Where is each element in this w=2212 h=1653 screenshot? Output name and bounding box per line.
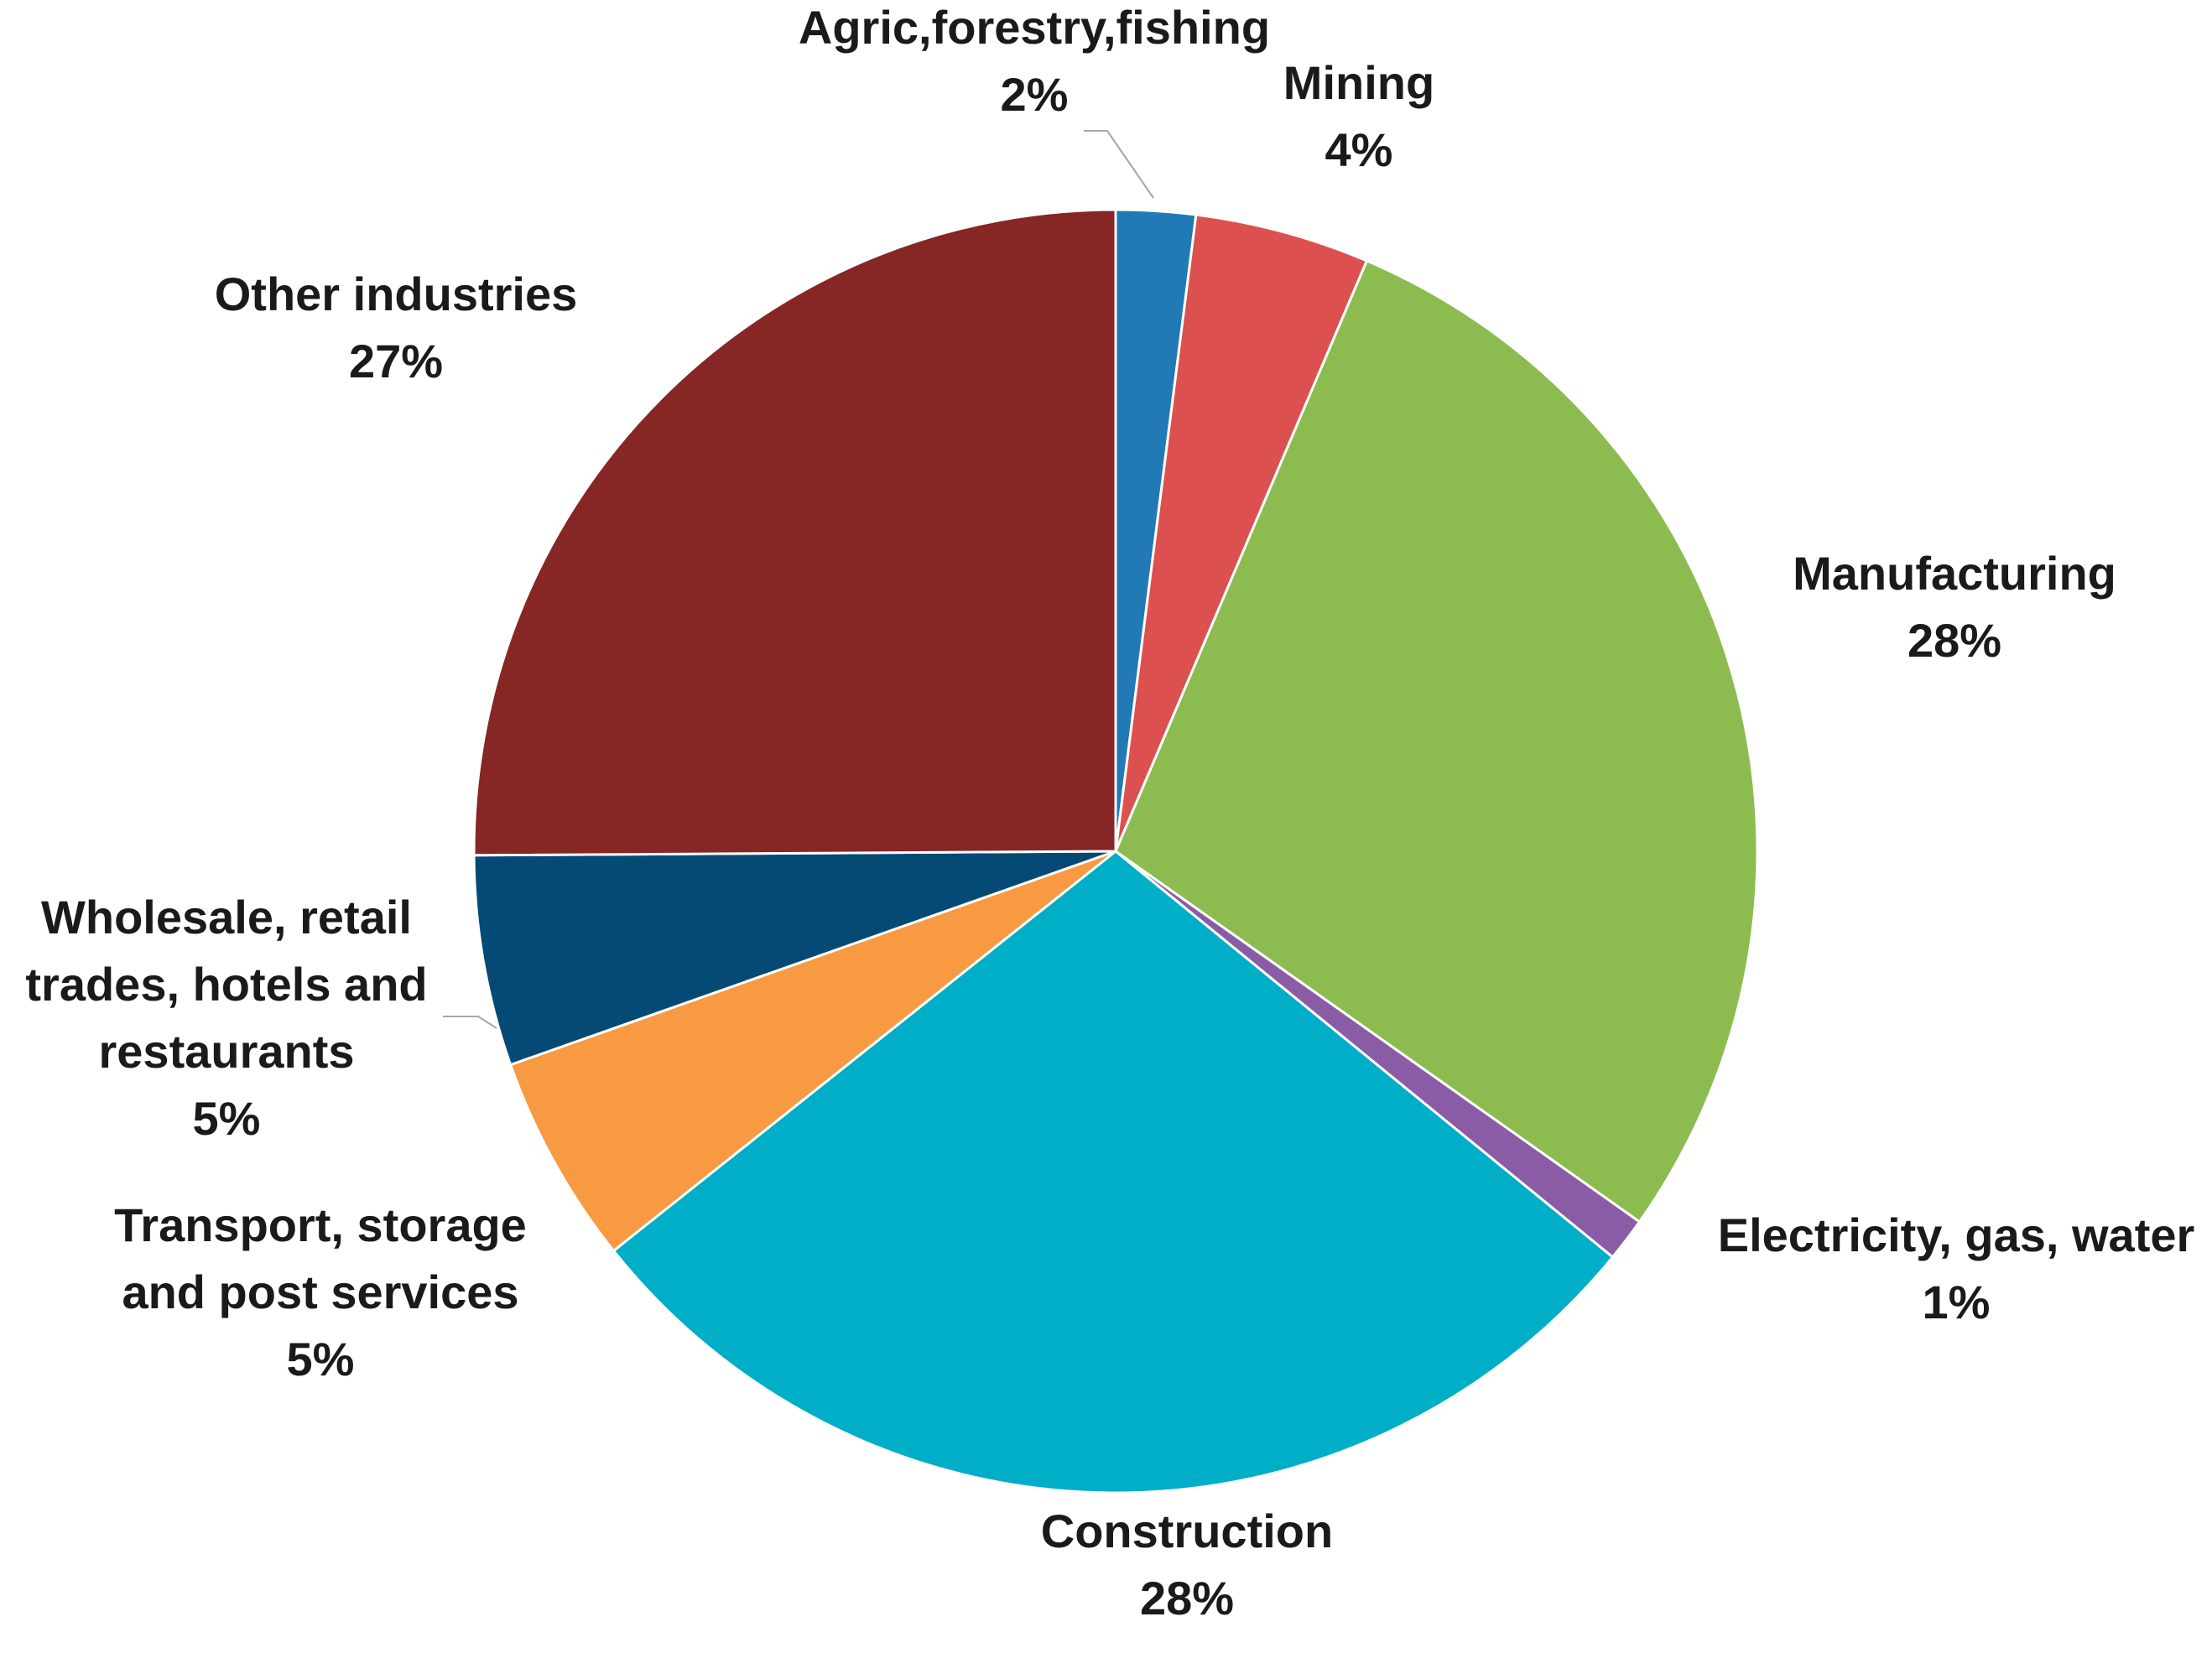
pie-slice-mining <box>1114 213 1368 853</box>
data-label-wholesale-retail-trades-hotels-and-restaurants: Wholesale, retail trades, hotels and resta… <box>25 891 427 1145</box>
data-label-electricity-gas-water: Electricity, gas, water 1% <box>1718 1209 2195 1328</box>
data-label-percent: 5% <box>193 1092 261 1145</box>
data-label-agric-forestry-fishing: Agric,forestry,fishing 2% <box>799 1 1270 121</box>
leader-line-wholesale-retail-trades-hotels-and-restaurants <box>443 1016 497 1029</box>
data-label-category: and post services <box>122 1266 518 1318</box>
data-label-category: restaurants <box>98 1025 354 1078</box>
slices-layer <box>472 208 1759 1494</box>
data-label-construction: Construction 28% <box>1041 1505 1333 1624</box>
pie-slice-wholesale-retail-trades-hotels-and-restaurants <box>472 850 1117 1067</box>
data-label-category: trades, hotels and <box>25 958 427 1011</box>
data-label-manufacturing: Manufacturing 28% <box>1793 547 2116 667</box>
data-label-other-industries: Other industries 27% <box>215 268 578 387</box>
data-label-category: Manufacturing <box>1793 547 2116 600</box>
pie-slice-other-industries <box>472 208 1117 857</box>
pie-slice-manufacturing <box>1114 259 1759 1224</box>
data-label-category: Electricity, gas, water <box>1718 1209 2195 1261</box>
leader-line-agric-forestry-fishing <box>1084 130 1154 199</box>
data-labels-layer: Agric,forestry,fishing 2% Mining 4% Manufact… <box>25 1 2194 1624</box>
data-label-percent: 28% <box>1908 614 2001 667</box>
leader-lines-layer <box>443 130 1154 1029</box>
data-label-category: Wholesale, retail <box>41 891 412 943</box>
data-label-transport-storage-and-post-services: Transport, storage and post services 5% <box>114 1198 527 1385</box>
data-label-mining: Mining 4% <box>1283 56 1434 176</box>
data-label-percent: 4% <box>1325 123 1393 176</box>
data-label-percent: 1% <box>1923 1276 1991 1328</box>
data-label-percent: 2% <box>1001 68 1069 121</box>
pie-slice-construction <box>612 850 1614 1494</box>
data-label-category: Transport, storage <box>114 1198 527 1251</box>
data-label-category: Agric,forestry,fishing <box>799 1 1270 54</box>
data-label-category: Other industries <box>215 268 578 320</box>
data-label-category: Construction <box>1041 1505 1333 1557</box>
data-label-percent: 27% <box>349 335 443 387</box>
data-label-percent: 5% <box>287 1333 355 1385</box>
data-label-category: Mining <box>1283 56 1434 109</box>
pie-slice-transport-storage-and-post-services <box>509 850 1117 1252</box>
data-label-percent: 28% <box>1140 1572 1234 1624</box>
